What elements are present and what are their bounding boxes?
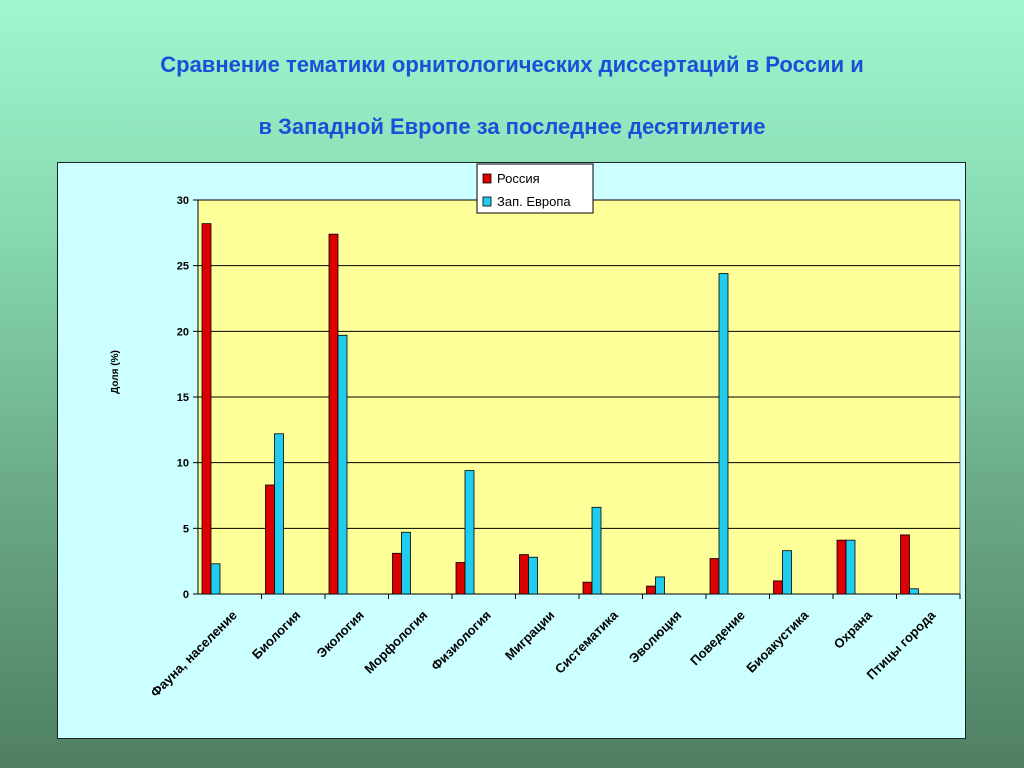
x-category-label: Эволюция — [626, 608, 684, 666]
bar-europe — [845, 539, 856, 595]
x-category-label: Экология — [314, 608, 367, 661]
x-category-label: Биоакустика — [743, 607, 812, 676]
y-tick-label: 30 — [177, 195, 189, 207]
bar-europe — [464, 470, 475, 595]
x-category-label: Охрана — [831, 607, 876, 652]
chart-svg: 0 5 10 15 20 25 30 Доля (%) Фауна, население Биол… — [110, 163, 961, 700]
bar-russia — [392, 552, 402, 595]
y-tick-label: 15 — [177, 392, 189, 404]
y-tick-label: 20 — [177, 326, 189, 338]
x-category-label: Птицы города — [864, 607, 939, 682]
bar-europe — [528, 556, 538, 595]
x-category-label: Физиология — [428, 608, 494, 674]
legend-label-russia: Россия — [497, 171, 540, 186]
legend-swatch-russia — [482, 173, 492, 184]
y-tick-label: 10 — [177, 458, 189, 470]
bar-europe — [274, 433, 284, 595]
bar-europe — [782, 550, 792, 595]
bar-russia — [900, 534, 910, 595]
y-axis-title: Доля (%) — [110, 350, 121, 394]
bar-europe — [591, 506, 602, 595]
y-tick-label: 5 — [183, 523, 189, 535]
bar-russia — [709, 558, 720, 595]
bar-russia — [265, 484, 275, 595]
bar-europe — [210, 563, 221, 595]
y-tick-label: 0 — [183, 589, 189, 601]
bar-europe — [337, 334, 348, 595]
bar-russia — [836, 539, 847, 595]
slide-title-line2: в Западной Европе за последнее десятилет… — [258, 114, 766, 139]
bar-europe — [909, 588, 919, 595]
bar-russia — [582, 581, 593, 595]
slide-title-line1: Сравнение тематики орнитологических дисс… — [160, 52, 864, 77]
x-category-label: Фауна, население — [147, 608, 239, 700]
bar-russia — [773, 580, 783, 595]
x-category-label: Морфология — [361, 608, 430, 677]
x-category-label: Миграции — [502, 608, 557, 663]
x-category-label: Биология — [249, 608, 303, 662]
y-tick-label: 25 — [177, 261, 189, 273]
legend-swatch-europe — [482, 196, 492, 207]
bar-russia — [328, 233, 339, 595]
bar-russia — [455, 562, 466, 595]
x-category-label: Систематика — [552, 607, 622, 677]
bar-russia — [201, 223, 212, 595]
bar-europe — [718, 273, 729, 595]
bar-europe — [401, 531, 411, 595]
bar-russia — [646, 585, 656, 595]
chart-frame: 0 5 10 15 20 25 30 Доля (%) Фауна, население Биол… — [57, 162, 966, 739]
legend-box — [476, 163, 594, 214]
bar-russia — [519, 554, 529, 595]
x-category-label: Поведение — [687, 608, 748, 669]
legend-label-europe: Зап. Европа — [497, 194, 571, 209]
bar-europe — [655, 576, 665, 595]
